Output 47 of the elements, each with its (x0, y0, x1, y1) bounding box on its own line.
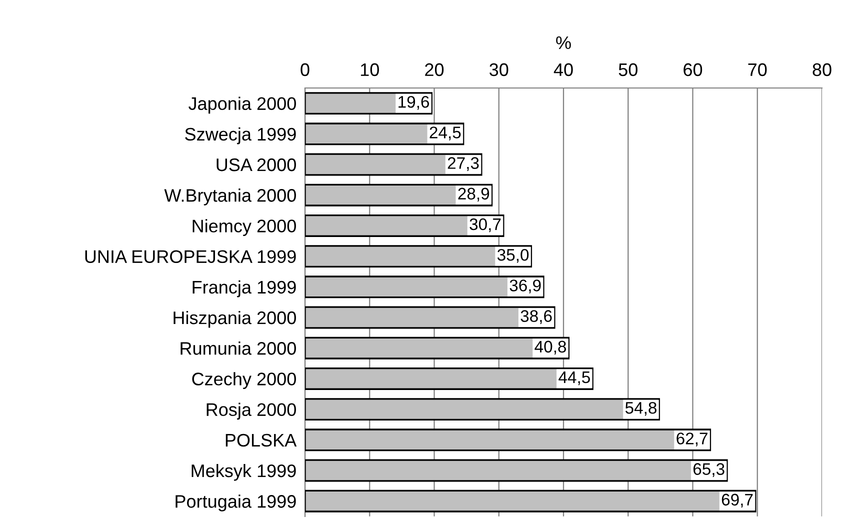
data-label: 24,5 (430, 126, 461, 140)
x-tick-label: 30 (490, 63, 508, 76)
data-label: 65,3 (693, 463, 724, 477)
bar (305, 336, 570, 360)
data-label: 54,8 (625, 402, 656, 416)
y-tick-label: Rosja 2000 (206, 402, 296, 420)
x-tick-label: 10 (360, 63, 379, 76)
y-tick-label: POLSKA (226, 434, 297, 447)
y-tick-label: Portugaia 1999 (176, 494, 296, 512)
y-tick-label: Szwecja 1999 (185, 127, 296, 144)
data-label: 36,9 (510, 280, 541, 294)
bar (305, 459, 728, 482)
x-tick-label: 70 (748, 63, 767, 76)
data-label: 69,7 (722, 494, 753, 508)
data-label: 30,7 (470, 218, 501, 232)
bar (305, 245, 532, 268)
y-tick-label: UNIA EUROPEJSKA 1999 (85, 250, 296, 264)
bar (305, 367, 594, 390)
data-label: 62,7 (676, 432, 708, 446)
bar (305, 490, 756, 512)
data-label: 27,3 (448, 157, 479, 171)
y-tick-label: USA 2000 (216, 158, 296, 172)
x-tick-label: 60 (684, 63, 702, 76)
x-tick-label: 20 (425, 63, 444, 76)
x-tick-label: 50 (618, 63, 638, 76)
data-label: 19,6 (398, 96, 429, 110)
y-tick-label: Czechy 2000 (192, 372, 296, 389)
x-tick-label: 0 (300, 63, 310, 76)
y-tick-label: Japonia 2000 (188, 96, 296, 114)
data-label: 38,6 (520, 310, 552, 324)
data-label: 40,8 (534, 340, 566, 355)
y-tick-label: W.Brytania 2000 (164, 188, 296, 206)
data-label: 44,5 (558, 372, 590, 386)
data-label: 35,0 (497, 248, 529, 263)
y-tick-label: Niemcy 2000 (192, 219, 296, 236)
bar (305, 276, 544, 298)
x-tick-label: 80 (812, 63, 832, 76)
y-tick-label: Francja 1999 (192, 280, 296, 298)
y-tick-label: Rumunia 2000 (180, 342, 296, 355)
bar (305, 306, 556, 329)
bar (305, 428, 712, 452)
bar (305, 398, 660, 421)
x-tick-label: 40 (554, 63, 573, 76)
data-label: 28,9 (458, 188, 490, 202)
y-tick-label: Meksyk 1999 (192, 464, 296, 481)
x-axis-title: % (556, 36, 571, 50)
y-tick-label: Hiszpania 2000 (174, 310, 296, 328)
